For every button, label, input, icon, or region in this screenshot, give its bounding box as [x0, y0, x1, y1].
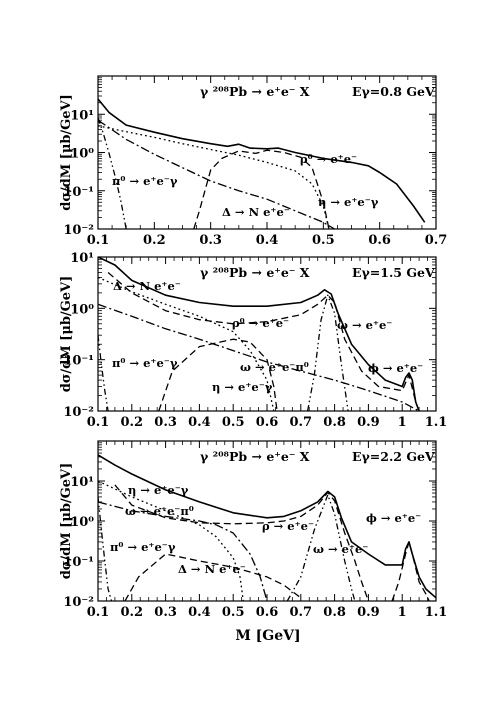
- curve-annotation: ρ⁰ → e⁺e⁻: [300, 152, 357, 166]
- x-tick-label: 0.5: [222, 605, 245, 620]
- y-tick-label: 10⁻¹: [63, 354, 94, 369]
- curve-annotation: Δ → N e⁺e⁻: [113, 279, 181, 293]
- curve-annotation: π⁰ → e⁺e⁻γ: [112, 174, 178, 188]
- x-tick-label: 0.9: [357, 605, 380, 620]
- y-tick-label: 10⁻¹: [63, 555, 94, 570]
- x-tick-label: 0.6: [256, 415, 279, 430]
- x-tick-label: 0.5: [312, 233, 335, 248]
- panel-eg-1p5: 0.1 0.2 0.3 0.4 0.5 0.6 0.7 0.8 0.9 1 1.1 10⁻² 10⁻¹ 1…: [59, 251, 447, 430]
- curve-annotation: ω → e⁺e⁻π⁰: [240, 360, 309, 374]
- y-tick-label: 10⁻²: [63, 405, 94, 420]
- series-line-dash: [158, 338, 278, 411]
- x-tick-label: 0.9: [357, 415, 380, 430]
- curve-annotation: ρ → e⁺e⁻: [262, 519, 314, 533]
- x-tick-label: 0.4: [256, 233, 279, 248]
- x-tick-label: 0.3: [154, 605, 177, 620]
- x-tick-label: 1: [398, 605, 407, 620]
- curve-annotation: Δ → N e⁺e⁻: [178, 562, 246, 576]
- energy-label: Eγ=2.2 GeV: [352, 449, 435, 464]
- x-tick-label: 0.8: [323, 415, 346, 430]
- curves: [98, 257, 420, 411]
- x-tick-label: 0.5: [222, 415, 245, 430]
- x-tick-label: 0.7: [289, 605, 312, 620]
- x-tick-label: 0.3: [154, 415, 177, 430]
- curves: [98, 98, 426, 229]
- x-axis-label: M [GeV]: [235, 628, 300, 644]
- y-tick-label: 10¹: [70, 108, 94, 123]
- y-tick-label: 10¹: [70, 475, 94, 490]
- curve-annotation: ϕ → e⁺e⁻: [366, 511, 421, 525]
- series-line-dashdotdot: [98, 496, 113, 601]
- x-tick-label: 1.1: [425, 415, 448, 430]
- y-axis-label: dσ/dM [μb/GeV]: [59, 94, 74, 211]
- curve-annotation: π⁰ → e⁺e⁻γ: [112, 356, 178, 370]
- series-line-solid: [98, 257, 420, 411]
- energy-label: Eγ=1.5 GeV: [352, 265, 435, 280]
- series-line-dashdotdot: [98, 117, 127, 229]
- curve-annotation: ϕ → e⁺e⁻: [368, 361, 423, 375]
- x-tick-label: 0.2: [120, 415, 143, 430]
- curve-annotation: ρ⁰ → e⁺e⁻: [232, 316, 289, 330]
- series-line-dot: [98, 480, 244, 601]
- panel-eg-0p8: 0.1 0.2 0.3 0.4 0.5 0.6 0.7 10⁻² 10⁻¹ 10⁰ 10¹dσ/dM…: [59, 75, 448, 248]
- x-tick-label: 0.3: [199, 233, 222, 248]
- curve-annotation: π⁰ → e⁺e⁻γ: [110, 540, 176, 554]
- energy-label: Eγ=0.8 GeV: [352, 84, 435, 99]
- x-tick-label: 0.2: [120, 605, 143, 620]
- series-line-dot: [98, 125, 330, 229]
- y-tick-label: 10⁰: [70, 302, 94, 317]
- series-line-dash: [193, 149, 330, 229]
- panel-title: γ ²⁰⁸Pb → e⁺e⁻ X: [200, 84, 310, 99]
- y-tick-label: 10⁰: [70, 515, 94, 530]
- panel-title: γ ²⁰⁸Pb → e⁺e⁻ X: [200, 265, 310, 280]
- y-tick-label: 10⁻²: [63, 595, 94, 610]
- y-tick-label: 10⁻¹: [63, 185, 94, 200]
- x-tick-label: 0.6: [368, 233, 391, 248]
- x-tick-label: 0.1: [87, 415, 110, 430]
- x-tick-label: 0.6: [256, 605, 279, 620]
- x-tick-label: 0.4: [188, 605, 211, 620]
- series-line-dashdotdot: [98, 335, 109, 411]
- series-line-dash: [391, 541, 430, 601]
- x-tick-label: 0.7: [425, 233, 448, 248]
- curve-annotation: η → e⁺e⁻γ: [212, 380, 273, 394]
- curve-annotation: ω → e⁺e⁻: [337, 318, 392, 332]
- y-tick-label: 10⁰: [70, 147, 94, 162]
- curve-annotation: Δ → N e⁺e⁻: [222, 205, 290, 219]
- series-line-solid: [98, 98, 426, 223]
- series-line-solid: [98, 454, 436, 599]
- x-tick-label: 0.2: [143, 233, 166, 248]
- y-tick-label: 10¹: [70, 251, 94, 266]
- curve-annotation: ω → e⁺e⁻π⁰: [125, 504, 194, 518]
- x-tick-label: 1.1: [425, 605, 448, 620]
- curves: [98, 454, 436, 601]
- panel-eg-2p2: 0.1 0.2 0.3 0.4 0.5 0.6 0.7 0.8 0.9 1 1.1 10⁻² 10⁻¹ 1…: [59, 440, 448, 620]
- series-line-dashdot: [98, 119, 335, 229]
- x-tick-label: 0.8: [323, 605, 346, 620]
- curve-annotation: ω → e⁺e⁻: [313, 542, 368, 556]
- curve-annotation: η → e⁺e⁻γ: [318, 195, 379, 209]
- y-axis-label: dσ/dM [μb/GeV]: [59, 463, 74, 580]
- series-line-dashdotdot: [306, 294, 349, 411]
- curve-annotation: η → e⁺e⁻γ: [128, 483, 189, 497]
- series-line-dashdot: [98, 501, 268, 601]
- y-tick-label: 10⁻²: [63, 223, 94, 238]
- x-tick-label: 0.4: [188, 415, 211, 430]
- series-line-dash: [114, 484, 370, 601]
- series-line-dash: [124, 553, 302, 601]
- x-tick-label: 0.7: [289, 415, 312, 430]
- y-axis-label: dσ/dM [μb/GeV]: [59, 276, 74, 393]
- x-tick-label: 1: [398, 415, 407, 430]
- x-tick-label: 0.1: [87, 233, 110, 248]
- series-line-dash: [107, 272, 420, 411]
- panel-title: γ ²⁰⁸Pb → e⁺e⁻ X: [200, 449, 310, 464]
- x-tick-label: 0.1: [87, 605, 110, 620]
